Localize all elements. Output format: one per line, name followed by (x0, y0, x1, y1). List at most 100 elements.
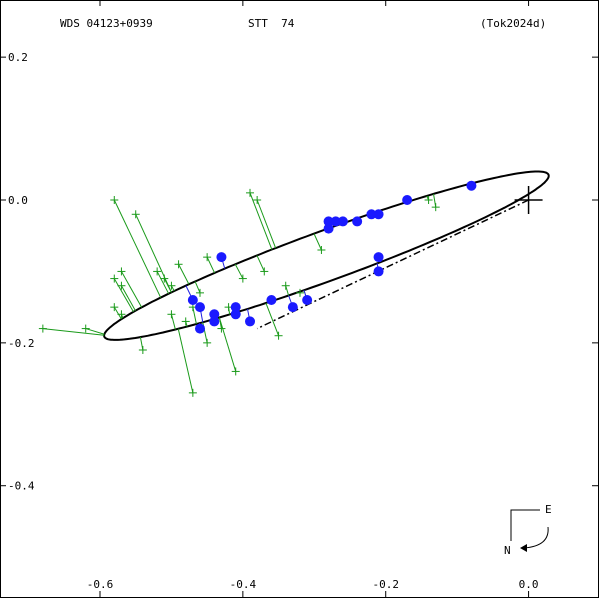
speckle-measure-point (402, 195, 413, 205)
speckle-measure-point (216, 252, 227, 263)
visual-measure-point (203, 253, 212, 262)
visual-measure-point (253, 196, 262, 204)
compass-east-label: E (545, 503, 552, 516)
visual-measure-point (110, 196, 119, 204)
speckle-measure-point (195, 323, 205, 334)
speckle-measure-point (373, 209, 384, 220)
speckle-measure-point (302, 295, 313, 305)
compass-north-label: N (504, 544, 511, 557)
header-system: STT 74 (248, 17, 295, 30)
visual-measure-point (174, 260, 183, 269)
speckle-measure-point (245, 316, 255, 327)
visual-measure-point (167, 310, 176, 319)
visual-measure-point (38, 324, 47, 333)
visual-measure-point (131, 210, 140, 219)
x-tick-label: -0.4 (230, 578, 257, 591)
visual-measure-point (281, 281, 290, 290)
x-tick-label: 0.0 (519, 578, 539, 591)
visual-residual-line (113, 199, 162, 298)
visual-measure-point (110, 274, 119, 283)
visual-measure-point (167, 281, 176, 290)
speckle-measure-point (366, 209, 377, 220)
speckle-measure-point (209, 309, 220, 320)
header-wds: WDS 04123+0939 (60, 17, 153, 30)
y-tick-label: -0.4 (8, 480, 35, 493)
tick-labels: -0.6 -0.4 -0.2 0.0 0.2 0.0 -0.2 -0.4 (8, 51, 539, 591)
primary-star-marker (514, 186, 543, 214)
visual-measure-point (424, 196, 433, 204)
visual-residual-line (113, 306, 122, 320)
speckle-measure-point (373, 252, 384, 263)
compass-arrowhead-icon (520, 544, 527, 552)
visual-residual-line (120, 271, 143, 308)
y-tick-label: -0.2 (8, 337, 35, 350)
visual-measure-point (246, 188, 254, 197)
speckle-measure-point (209, 316, 220, 327)
visual-measure-point (217, 324, 226, 333)
y-tick-label: 0.0 (8, 194, 28, 207)
visual-measure-point (188, 388, 197, 397)
visual-residual-line (256, 255, 265, 272)
compass: E N (504, 503, 552, 557)
node-line (256, 199, 529, 330)
visual-residual-line (135, 214, 172, 293)
speckle-measure-point (330, 216, 341, 227)
visual-measure-point (296, 288, 304, 297)
y-tick-label: 0.2 (8, 51, 28, 64)
compass-arrow (523, 526, 549, 549)
visual-measure-point (81, 324, 90, 333)
visual-measure-point (138, 346, 147, 354)
visual-measure-point (110, 303, 119, 312)
residual-lines (42, 183, 473, 393)
compass-arms (510, 509, 540, 541)
x-tick-label: -0.6 (87, 578, 114, 591)
visual-residual-line (194, 281, 201, 294)
x-tick-label: -0.2 (372, 578, 399, 591)
visual-measure-point (160, 274, 169, 283)
speckle-measure-point (466, 180, 477, 191)
speckle-measure-point (230, 302, 241, 313)
visual-residual-line (113, 278, 134, 313)
visual-measure-point (238, 274, 247, 283)
visual-measure-point (181, 317, 190, 326)
visual-residual-line (156, 271, 170, 294)
visual-residual-line (249, 192, 273, 250)
speckle-measure-point (337, 216, 348, 227)
speckle-measure-point (230, 309, 241, 320)
visual-measures (38, 188, 440, 397)
speckle-measure-point (373, 266, 384, 277)
speckle-measures (187, 180, 477, 334)
visual-residual-line (218, 317, 237, 372)
visual-measure-point (317, 246, 326, 254)
visual-residual-line (313, 233, 322, 251)
speckle-measure-point (352, 216, 363, 227)
visual-measure-point (117, 310, 126, 319)
visual-residual-line (42, 328, 105, 336)
visual-measure-point (196, 288, 204, 297)
speckle-measure-point (323, 223, 334, 234)
visual-measure-point (117, 281, 126, 290)
speckle-measure-point (323, 216, 334, 227)
orbit-ellipse (103, 170, 550, 341)
visual-residual-line (85, 328, 105, 335)
visual-residual-line (234, 263, 244, 279)
speckle-measure-point (187, 295, 198, 305)
visual-measure-point (231, 367, 240, 376)
header-reference: (Tok2024d) (480, 17, 546, 30)
visual-measure-point (203, 338, 212, 347)
visual-measure-point (260, 267, 269, 276)
visual-measure-point (153, 267, 162, 276)
visual-residual-line (206, 256, 216, 274)
speckle-measure-point (195, 302, 205, 313)
speckle-measure-point (287, 302, 298, 313)
visual-measure-point (117, 267, 126, 276)
visual-residual-line (178, 264, 190, 285)
visual-residual-line (177, 328, 194, 393)
visual-measure-point (431, 203, 440, 212)
speckle-measure-point (266, 295, 277, 305)
visual-measure-point (274, 331, 283, 340)
visual-residual-line (192, 307, 197, 325)
